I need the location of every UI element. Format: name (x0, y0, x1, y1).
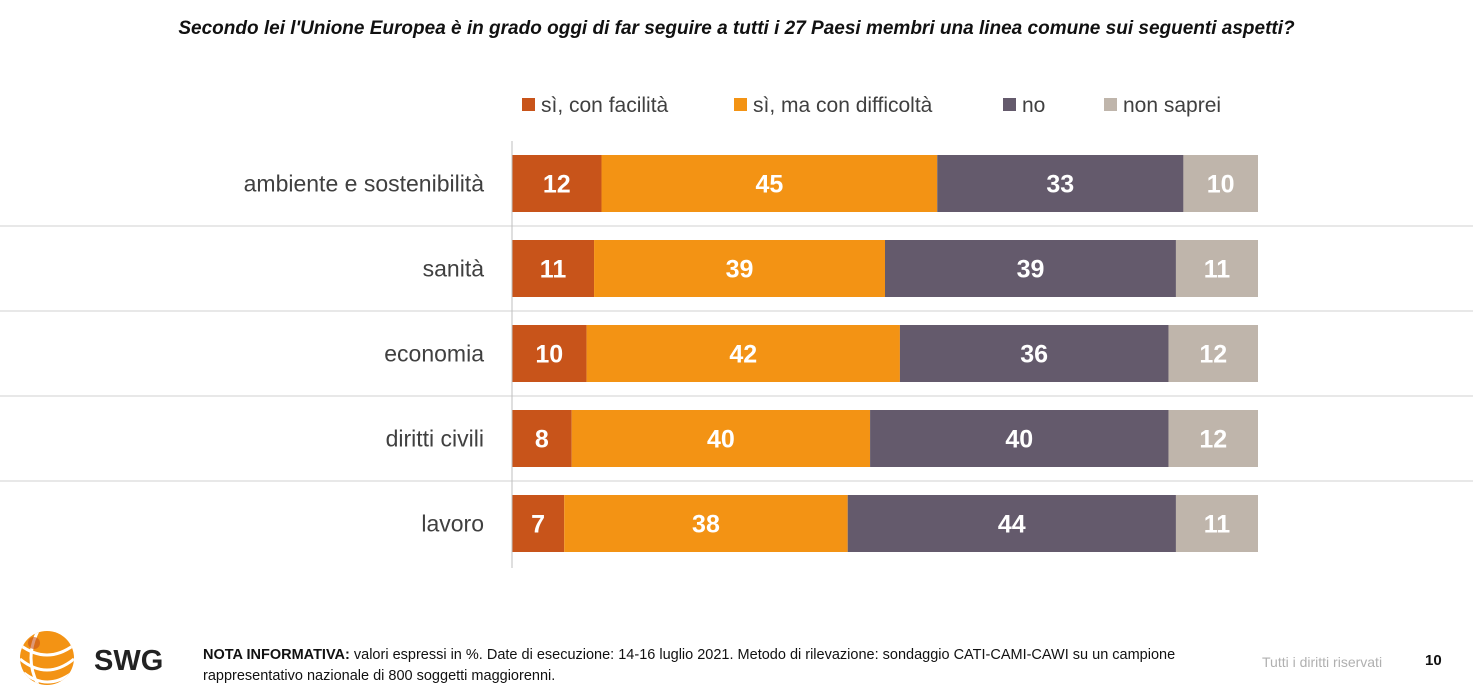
footer-note: NOTA INFORMATIVA: valori espressi in %. … (203, 645, 1183, 687)
legend-swatch (1104, 98, 1117, 111)
bar-segment (512, 495, 565, 552)
swg-logo: SWG (14, 625, 184, 692)
bar-segment (1168, 325, 1258, 382)
data-label: 39 (726, 256, 754, 284)
bar-segment (564, 495, 848, 552)
data-label: 42 (729, 341, 757, 369)
legend-swatch (1003, 98, 1016, 111)
data-label: 12 (1199, 426, 1227, 454)
data-label: 12 (543, 171, 571, 199)
data-label: 39 (1017, 256, 1045, 284)
data-label: 44 (998, 511, 1026, 539)
legend-label: sì, ma con difficoltà (753, 94, 933, 117)
data-label: 45 (755, 171, 783, 199)
data-label: 10 (535, 341, 563, 369)
bar-segment (870, 410, 1169, 467)
data-label: 38 (692, 511, 720, 539)
data-label: 10 (1207, 171, 1235, 199)
bar-segment (512, 240, 595, 297)
data-label: 40 (707, 426, 735, 454)
legend-label: no (1022, 94, 1045, 117)
bar-segment (1175, 240, 1258, 297)
bar-segment (899, 325, 1169, 382)
data-label: 12 (1199, 341, 1227, 369)
footer-note-text: valori espressi in %. Date di esecuzione… (203, 647, 1176, 684)
legend-label: non saprei (1123, 94, 1221, 117)
bar-segment (1183, 155, 1258, 212)
category-label: lavoro (421, 511, 484, 537)
bar-segment (1168, 410, 1258, 467)
bar-segment (571, 410, 871, 467)
footer-note-label: NOTA INFORMATIVA: (203, 647, 350, 663)
bar-segment (586, 325, 900, 382)
category-label: economia (384, 341, 484, 367)
data-label: 8 (535, 426, 549, 454)
legend-swatch (522, 98, 535, 111)
category-label: diritti civili (386, 426, 484, 452)
bar-segment (512, 325, 587, 382)
bar-segment (594, 240, 885, 297)
stacked-bar-chart: sì, con facilità sì, ma con difficoltà no n… (0, 94, 1473, 568)
legend-swatch (734, 98, 747, 111)
page-number: 10 (1425, 652, 1442, 669)
category-label: ambiente e sostenibilità (244, 171, 485, 197)
data-label: 11 (1204, 511, 1231, 539)
bar-segment (937, 155, 1184, 212)
logo-text: SWG (94, 645, 163, 677)
data-label: 33 (1046, 171, 1074, 199)
footer-rights: Tutti i diritti riservati (1262, 654, 1383, 670)
data-label: 11 (1204, 256, 1231, 284)
bar-segment (847, 495, 1176, 552)
bar-segment (512, 410, 572, 467)
data-label: 7 (531, 511, 545, 539)
bar-segment (885, 240, 1176, 297)
data-label: 40 (1005, 426, 1033, 454)
category-label: sanità (423, 256, 485, 282)
data-label: 11 (540, 256, 567, 284)
legend-label: sì, con facilità (541, 94, 669, 117)
bar-segment (512, 155, 602, 212)
data-label: 36 (1020, 341, 1048, 369)
chart-title: Secondo lei l'Unione Europea è in grado … (178, 18, 1295, 39)
bar-segment (1175, 495, 1258, 552)
bar-segment (601, 155, 938, 212)
